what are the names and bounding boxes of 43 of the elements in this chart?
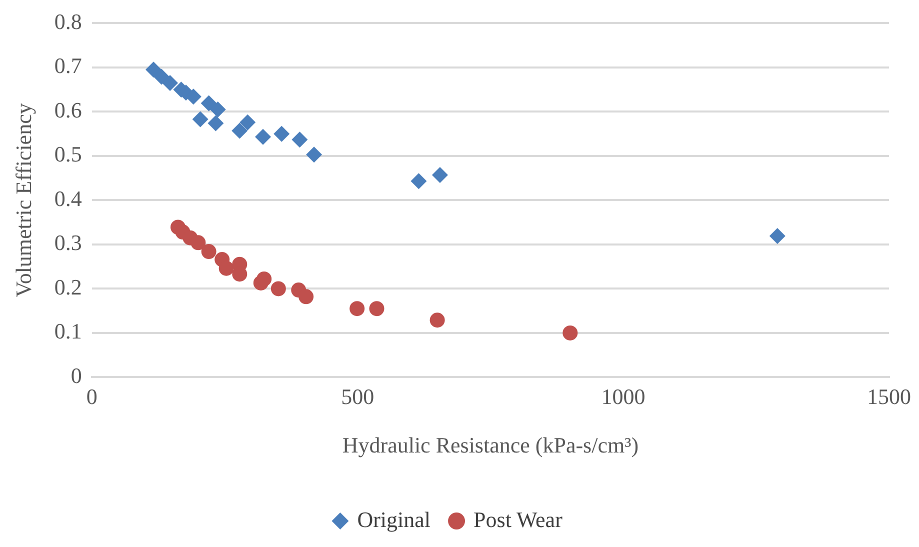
point [769, 228, 786, 244]
point [369, 301, 384, 316]
point [154, 68, 170, 85]
y-tick-label: 0.1 [54, 318, 82, 344]
y-axis-title: Volumetric Efficiency [10, 103, 36, 298]
point [146, 62, 162, 78]
point [232, 122, 248, 139]
y-tick-label: 0.2 [54, 274, 82, 300]
x-tick-label: 0 [86, 384, 98, 410]
y-tick-label: 0.4 [54, 186, 82, 211]
point [240, 114, 256, 130]
point [306, 146, 322, 163]
point [270, 281, 286, 296]
x-axis-title: Hydraulic Resistance (kPa-s/cm³) [342, 432, 639, 458]
point [432, 166, 448, 183]
y-tick-label: 0.3 [54, 230, 82, 256]
point [298, 289, 314, 304]
point [218, 260, 234, 276]
x-tick-label: 500 [341, 384, 374, 410]
point [200, 95, 217, 112]
y-tick-label: 0.6 [54, 97, 82, 122]
point [430, 312, 445, 328]
point [255, 128, 272, 145]
point [162, 74, 178, 91]
point [192, 111, 208, 128]
point [562, 325, 578, 340]
y-tick-label: 0.7 [54, 53, 82, 78]
point [256, 271, 272, 286]
legend-label: Original [357, 506, 431, 532]
point [190, 235, 206, 250]
point [350, 301, 365, 316]
y-tick-label: 0.8 [54, 8, 82, 34]
x-tick-label: 1500 [867, 384, 911, 410]
legend-label: Post Wear [474, 506, 564, 532]
point [410, 173, 427, 190]
y-tick-label: 0 [70, 362, 82, 388]
point [201, 244, 216, 260]
point [208, 115, 224, 132]
point [292, 132, 308, 148]
point [210, 101, 226, 118]
point [274, 126, 290, 142]
y-tick-label: 0.5 [54, 142, 82, 167]
x-tick-label: 1000 [601, 384, 646, 410]
